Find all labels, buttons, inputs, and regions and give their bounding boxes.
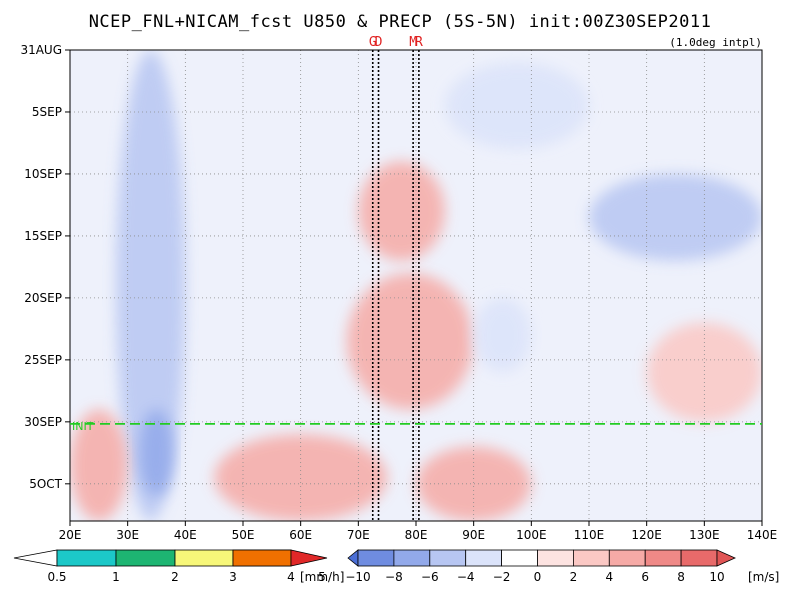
y-tick-label: 25SEP xyxy=(24,353,62,367)
x-tick-label: 90E xyxy=(462,528,485,542)
precip-colorbar-unit: [mm/h] xyxy=(300,570,344,584)
u850-colorbar-segment xyxy=(465,549,503,567)
precip-colorbar-segment xyxy=(56,549,117,567)
precip-colorbar-segment xyxy=(174,549,234,567)
precip-colorbar-segment xyxy=(115,549,176,567)
x-tick-label: 40E xyxy=(174,528,197,542)
interpolation-note: (1.0deg intpl) xyxy=(669,36,762,49)
marker-label: D xyxy=(375,35,383,50)
u850-colorbar-unit: [m/s] xyxy=(748,570,779,584)
marker-label: G xyxy=(369,35,377,50)
u850-colorbar-segment xyxy=(608,549,646,567)
precip-colorbar-label: 3 xyxy=(229,570,237,584)
y-tick-label: 15SEP xyxy=(24,229,62,243)
u850-anomaly-region xyxy=(116,50,186,521)
precip-colorbar-label: 2 xyxy=(171,570,179,584)
u850-colorbar-label: 4 xyxy=(605,570,613,584)
u850-colorbar-segment xyxy=(347,549,359,567)
u850-colorbar-label: −10 xyxy=(345,570,370,584)
y-tick-label: 20SEP xyxy=(24,291,62,305)
u850-anomaly-region xyxy=(214,434,388,521)
y-tick-label: 5SEP xyxy=(32,105,62,119)
u850-colorbar-label: −8 xyxy=(385,570,403,584)
precip-colorbar-label: 4 xyxy=(287,570,295,584)
precip-colorbar-segment xyxy=(232,549,292,567)
u850-anomaly-region xyxy=(444,62,589,150)
x-tick-label: 50E xyxy=(232,528,255,542)
chart-title: NCEP_FNL+NICAM_fcst U850 & PRECP (5S-5N)… xyxy=(88,12,712,32)
u850-colorbar-segment xyxy=(393,549,431,567)
marker-label: R xyxy=(415,35,423,50)
u850-colorbar-label: −6 xyxy=(421,570,439,584)
y-tick-label: 31AUG xyxy=(20,43,62,57)
u850-colorbar-segment xyxy=(429,549,467,567)
x-tick-label: 80E xyxy=(405,528,428,542)
x-tick-label: 70E xyxy=(347,528,370,542)
x-tick-label: 120E xyxy=(631,528,662,542)
u850-colorbar-segment xyxy=(501,549,538,567)
y-tick-label: 30SEP xyxy=(24,415,62,429)
x-tick-label: 110E xyxy=(574,528,605,542)
u850-colorbar-label: 10 xyxy=(709,570,724,584)
x-tick-label: 60E xyxy=(289,528,312,542)
precip-colorbar-segment xyxy=(13,549,58,567)
precip-colorbar-label: 1 xyxy=(112,570,120,584)
u850-colorbar-label: 8 xyxy=(677,570,685,584)
u850-colorbar-segment xyxy=(537,549,574,567)
u850-anomaly-region xyxy=(473,297,532,373)
x-tick-label: 20E xyxy=(59,528,82,542)
init-label: INIT xyxy=(72,420,94,433)
x-tick-label: 30E xyxy=(116,528,139,542)
u850-anomaly-region xyxy=(589,173,762,261)
y-tick-label: 5OCT xyxy=(29,477,62,491)
u850-colorbar-label: −4 xyxy=(457,570,475,584)
u850-anomaly-region xyxy=(70,409,128,521)
x-tick-label: 130E xyxy=(689,528,720,542)
u850-anomaly-region xyxy=(358,161,445,261)
u850-anomaly-region xyxy=(139,409,174,497)
u850-anomaly-region xyxy=(416,446,532,521)
u850-colorbar-segment xyxy=(357,549,395,567)
precip-colorbar-label: 0.5 xyxy=(47,570,66,584)
precip-colorbar-segment xyxy=(290,549,328,567)
u850-colorbar-label: 2 xyxy=(570,570,578,584)
u850-colorbar-segment xyxy=(680,549,718,567)
marker-label: M xyxy=(409,35,417,50)
u850-colorbar-segment xyxy=(644,549,682,567)
u850-colorbar-segment xyxy=(716,549,736,567)
u850-colorbar-label: 0 xyxy=(534,570,542,584)
u850-anomaly-region xyxy=(646,322,762,422)
u850-colorbar-label: −2 xyxy=(493,570,511,584)
x-tick-label: 140E xyxy=(747,528,778,542)
precip-colorbar-label: 5 xyxy=(318,570,326,584)
u850-anomaly-region xyxy=(346,273,474,410)
y-tick-label: 10SEP xyxy=(24,167,62,181)
u850-colorbar-label: 6 xyxy=(641,570,649,584)
x-tick-label: 100E xyxy=(516,528,547,542)
u850-colorbar-segment xyxy=(573,549,610,567)
